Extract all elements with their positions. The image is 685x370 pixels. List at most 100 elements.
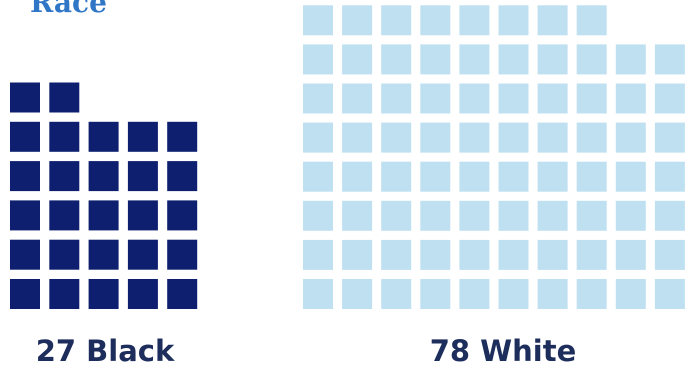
waffle-cell-white: [615, 239, 646, 270]
waffle-cell-black: [127, 200, 158, 231]
waffle-cell-white: [420, 279, 451, 309]
waffle-cell-white: [654, 161, 685, 192]
waffle-cell-white: [537, 122, 568, 153]
waffle-cell-white: [303, 122, 333, 153]
waffle-cell-white: [615, 279, 646, 309]
waffle-cell-black: [49, 239, 80, 270]
waffle-cell-black: [167, 239, 198, 270]
waffle-cell-white: [576, 122, 607, 153]
waffle-cell-black: [167, 161, 198, 192]
waffle-cell-white: [303, 44, 333, 75]
waffle-cell-black: [49, 279, 80, 309]
waffle-cell-white: [537, 44, 568, 75]
waffle-cell-black: [10, 161, 40, 192]
waffle-cell-white: [342, 239, 373, 270]
waffle-cell-black: [88, 239, 119, 270]
waffle-cell-white: [303, 83, 333, 114]
waffle-cell-white: [654, 239, 685, 270]
waffle-cell-white: [459, 200, 490, 231]
waffle-cell-white: [303, 200, 333, 231]
chart-title: Race: [30, 0, 107, 19]
waffle-cell-white: [342, 161, 373, 192]
waffle-cell-black: [88, 200, 119, 231]
waffle-cell-white: [459, 5, 490, 36]
waffle-cell-white: [381, 161, 412, 192]
waffle-cell-black: [127, 121, 158, 152]
waffle-cell-black: [167, 121, 198, 152]
waffle-cell-white: [303, 161, 333, 192]
waffle-cell-white: [498, 83, 529, 114]
waffle-cell-white: [420, 239, 451, 270]
waffle-cell-black: [49, 200, 80, 231]
waffle-cell-white: [615, 200, 646, 231]
waffle-cell-black: [127, 279, 158, 309]
waffle-cell-white: [342, 200, 373, 231]
waffle-cell-white: [498, 44, 529, 75]
waffle-cell-white: [420, 200, 451, 231]
waffle-cell-white: [381, 239, 412, 270]
waffle-cell-black: [167, 200, 198, 231]
waffle-cell-white: [303, 239, 333, 270]
waffle-cell-black: [88, 161, 119, 192]
waffle-cell-white: [498, 122, 529, 153]
waffle-cell-white: [381, 122, 412, 153]
waffle-group-black: [10, 82, 198, 309]
waffle-cell-white: [654, 83, 685, 114]
waffle-cell-white: [576, 83, 607, 114]
waffle-cell-black: [88, 121, 119, 152]
waffle-cell-white: [459, 279, 490, 309]
waffle-cell-black: [49, 161, 80, 192]
waffle-cell-white: [576, 161, 607, 192]
waffle-cell-white: [459, 44, 490, 75]
waffle-cell-white: [498, 200, 529, 231]
waffle-cell-white: [342, 44, 373, 75]
waffle-cell-white: [576, 279, 607, 309]
waffle-cell-white: [654, 122, 685, 153]
waffle-cell-white: [381, 83, 412, 114]
waffle-cell-white: [615, 122, 646, 153]
waffle-cell-black: [10, 82, 40, 113]
series-label-black: 27 Black: [35, 334, 175, 368]
waffle-cell-white: [576, 5, 607, 36]
waffle-cell-white: [342, 5, 373, 36]
waffle-cell-black: [167, 279, 198, 309]
waffle-cell-white: [498, 161, 529, 192]
waffle-cell-white: [615, 83, 646, 114]
waffle-cell-white: [381, 279, 412, 309]
waffle-cell-white: [342, 122, 373, 153]
waffle-cell-black: [49, 82, 80, 113]
waffle-cell-white: [381, 5, 412, 36]
waffle-cell-white: [537, 239, 568, 270]
waffle-cell-white: [420, 83, 451, 114]
waffle-cell-white: [420, 44, 451, 75]
waffle-cell-white: [537, 161, 568, 192]
waffle-cell-black: [88, 279, 119, 309]
waffle-cell-white: [459, 161, 490, 192]
waffle-cell-white: [615, 161, 646, 192]
waffle-cell-white: [615, 44, 646, 75]
waffle-cell-white: [654, 200, 685, 231]
series-label-white: 78 White: [429, 334, 577, 368]
waffle-chart: [10, 5, 685, 309]
waffle-group-white: [303, 5, 685, 309]
waffle-cell-white: [498, 5, 529, 36]
waffle-cell-white: [654, 44, 685, 75]
waffle-cell-white: [576, 200, 607, 231]
waffle-cell-white: [498, 239, 529, 270]
waffle-cell-white: [498, 279, 529, 309]
waffle-cell-white: [537, 279, 568, 309]
waffle-cell-white: [537, 5, 568, 36]
waffle-cell-white: [342, 279, 373, 309]
waffle-cell-white: [576, 239, 607, 270]
waffle-cell-white: [303, 5, 333, 36]
waffle-cell-white: [459, 239, 490, 270]
waffle-cell-white: [420, 5, 451, 36]
waffle-cell-white: [381, 200, 412, 231]
waffle-cell-white: [303, 279, 333, 309]
waffle-cell-black: [127, 239, 158, 270]
waffle-cell-white: [342, 83, 373, 114]
waffle-cell-black: [127, 161, 158, 192]
waffle-cell-black: [10, 200, 40, 231]
waffle-cell-white: [459, 83, 490, 114]
waffle-cell-black: [49, 121, 80, 152]
